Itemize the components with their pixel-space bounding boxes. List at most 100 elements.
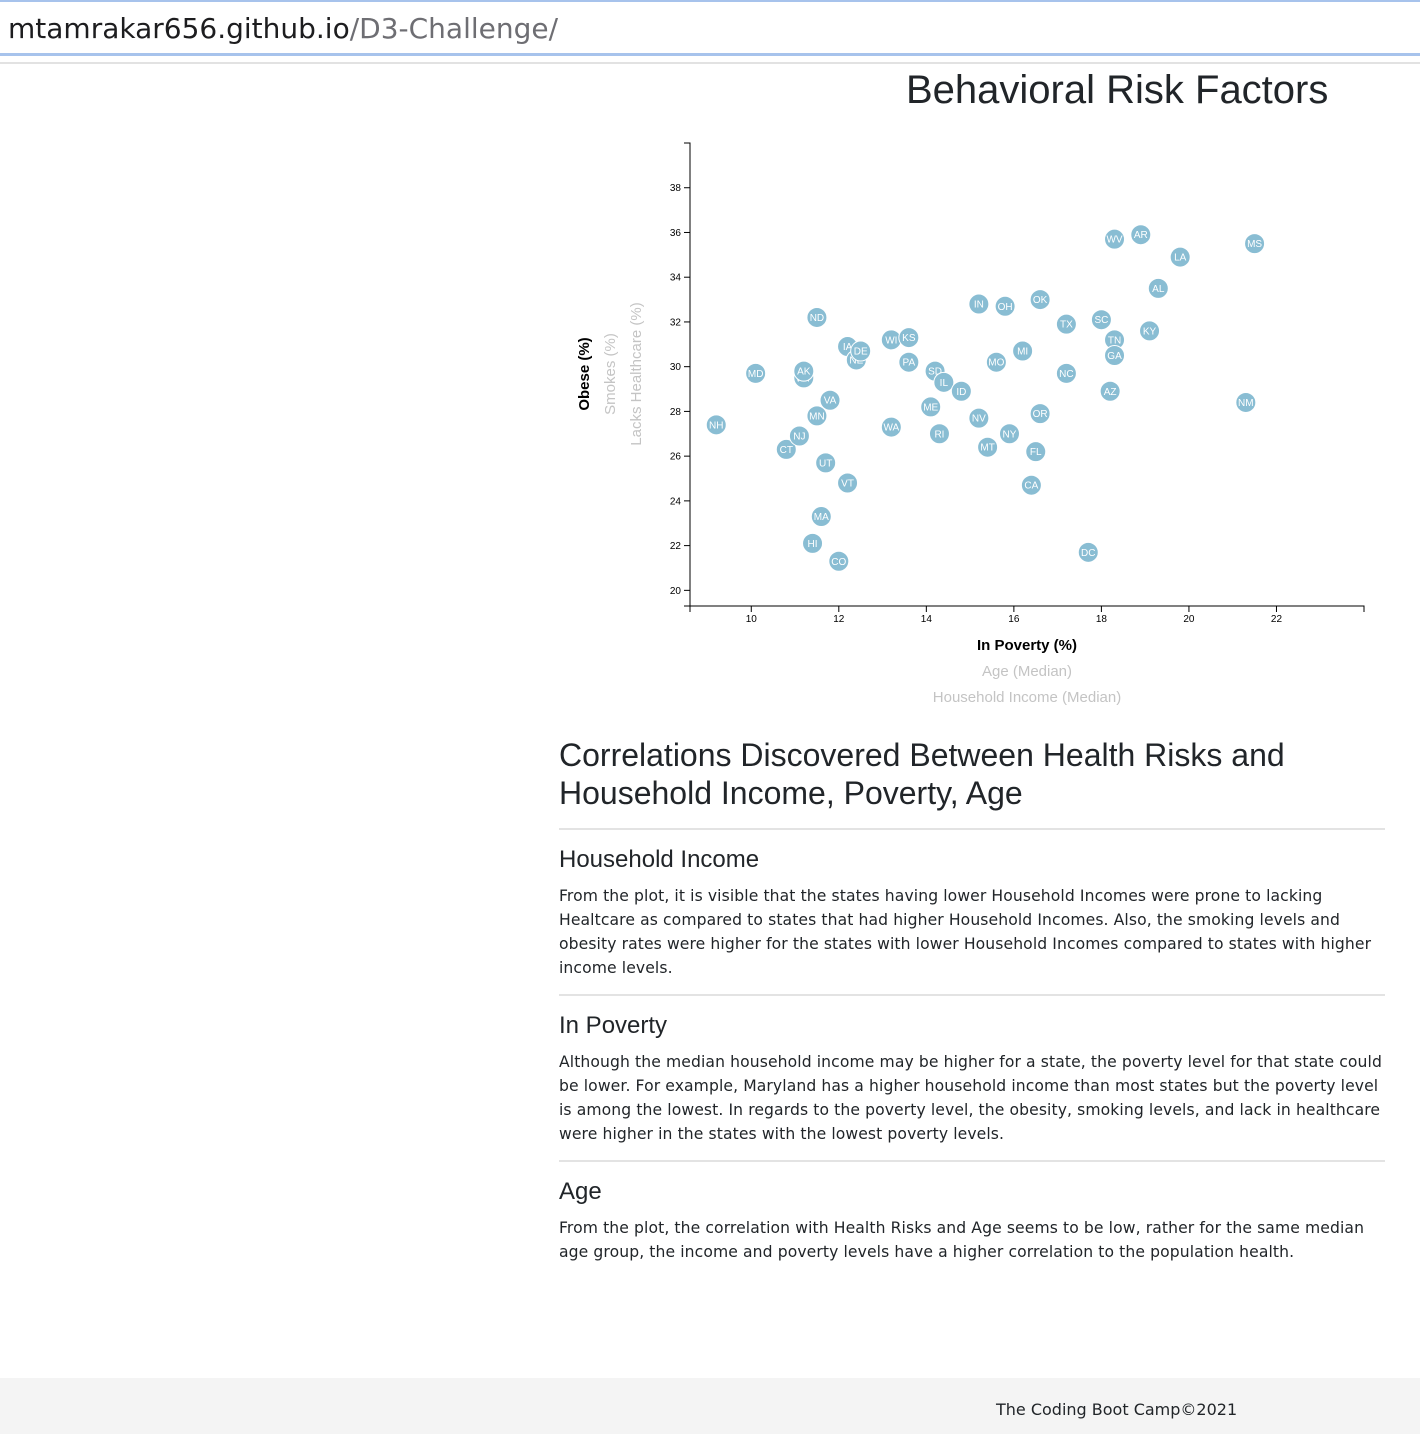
state-point-ak[interactable]: AK	[793, 360, 815, 382]
state-circle[interactable]	[806, 306, 828, 328]
state-point-ut[interactable]: UT	[815, 452, 837, 474]
state-circle[interactable]	[880, 416, 902, 438]
state-circle[interactable]	[898, 351, 920, 373]
state-point-wi[interactable]: WI	[880, 329, 902, 351]
state-circle[interactable]	[1139, 320, 1161, 342]
state-circle[interactable]	[968, 407, 990, 429]
state-point-il[interactable]: IL	[933, 371, 955, 393]
state-circle[interactable]	[933, 371, 955, 393]
state-point-fl[interactable]: FL	[1025, 441, 1047, 463]
state-point-al[interactable]: AL	[1147, 277, 1169, 299]
state-point-ar[interactable]: AR	[1130, 224, 1152, 246]
state-point-tx[interactable]: TX	[1055, 313, 1077, 335]
state-circle[interactable]	[994, 295, 1016, 317]
state-point-dc[interactable]: DC	[1077, 541, 1099, 563]
state-circle[interactable]	[950, 380, 972, 402]
state-circle[interactable]	[1029, 403, 1051, 425]
state-circle[interactable]	[775, 438, 797, 460]
state-point-ca[interactable]: CA	[1020, 474, 1042, 496]
y-axis-label-option[interactable]: Smokes (%)	[602, 333, 619, 415]
state-circle[interactable]	[898, 327, 920, 349]
state-point-ma[interactable]: MA	[810, 506, 832, 528]
state-point-ky[interactable]: KY	[1139, 320, 1161, 342]
state-point-md[interactable]: MD	[745, 362, 767, 384]
state-circle[interactable]	[1029, 289, 1051, 311]
state-circle[interactable]	[928, 423, 950, 445]
url-text[interactable]: mtamrakar656.github.io/D3-Challenge/	[8, 12, 558, 46]
x-axis-label-option[interactable]: In Poverty (%)	[977, 637, 1077, 654]
y-axis-label-option[interactable]: Lacks Healthcare (%)	[628, 302, 645, 445]
state-point-de[interactable]: DE	[850, 340, 872, 362]
state-point-hi[interactable]: HI	[802, 532, 824, 554]
state-circle[interactable]	[1055, 313, 1077, 335]
state-circle[interactable]	[985, 351, 1007, 373]
state-point-me[interactable]: ME	[920, 396, 942, 418]
state-point-az[interactable]: AZ	[1099, 380, 1121, 402]
state-circle[interactable]	[1235, 391, 1257, 413]
state-circle[interactable]	[1020, 474, 1042, 496]
state-point-or[interactable]: OR	[1029, 403, 1051, 425]
state-point-tn[interactable]: TN	[1104, 329, 1126, 351]
state-point-ct[interactable]: CT	[775, 438, 797, 460]
state-point-mi[interactable]: MI	[1012, 340, 1034, 362]
state-circle[interactable]	[977, 436, 999, 458]
state-circle[interactable]	[745, 362, 767, 384]
state-circle[interactable]	[1130, 224, 1152, 246]
state-point-ms[interactable]: MS	[1244, 233, 1266, 255]
state-circle[interactable]	[793, 360, 815, 382]
state-circle[interactable]	[1055, 362, 1077, 384]
state-point-wv[interactable]: WV	[1104, 228, 1126, 250]
state-circle[interactable]	[968, 293, 990, 315]
state-circle[interactable]	[1104, 344, 1126, 366]
state-point-sc[interactable]: SC	[1090, 309, 1112, 331]
state-circle[interactable]	[819, 389, 841, 411]
state-circle[interactable]	[1099, 380, 1121, 402]
state-point-vt[interactable]: VT	[837, 472, 859, 494]
x-axis-label-option[interactable]: Age (Median)	[982, 663, 1072, 680]
state-circle[interactable]	[1090, 309, 1112, 331]
state-circle[interactable]	[802, 532, 824, 554]
state-circle[interactable]	[806, 405, 828, 427]
state-circle[interactable]	[998, 423, 1020, 445]
state-point-la[interactable]: LA	[1169, 246, 1191, 268]
address-bar[interactable]: mtamrakar656.github.io/D3-Challenge/	[0, 0, 1420, 56]
state-point-ga[interactable]: GA	[1104, 344, 1126, 366]
state-point-oh[interactable]: OH	[994, 295, 1016, 317]
state-point-wa[interactable]: WA	[880, 416, 902, 438]
state-point-nd[interactable]: ND	[806, 306, 828, 328]
state-point-co[interactable]: CO	[828, 550, 850, 572]
state-point-ri[interactable]: RI	[928, 423, 950, 445]
state-point-nv[interactable]: NV	[968, 407, 990, 429]
state-point-va[interactable]: VA	[819, 389, 841, 411]
state-circle[interactable]	[1104, 228, 1126, 250]
state-circle[interactable]	[837, 472, 859, 494]
state-point-pa[interactable]: PA	[898, 351, 920, 373]
state-circle[interactable]	[1025, 441, 1047, 463]
state-circle[interactable]	[920, 396, 942, 418]
state-point-ks[interactable]: KS	[898, 327, 920, 349]
state-circle[interactable]	[1012, 340, 1034, 362]
state-point-mn[interactable]: MN	[806, 405, 828, 427]
state-circle[interactable]	[788, 425, 810, 447]
state-point-in[interactable]: IN	[968, 293, 990, 315]
state-point-nm[interactable]: NM	[1235, 391, 1257, 413]
state-point-id[interactable]: ID	[950, 380, 972, 402]
state-circle[interactable]	[810, 506, 832, 528]
state-circle[interactable]	[1244, 233, 1266, 255]
state-circle[interactable]	[1077, 541, 1099, 563]
state-point-nj[interactable]: NJ	[788, 425, 810, 447]
state-circle[interactable]	[815, 452, 837, 474]
state-circle[interactable]	[705, 414, 727, 436]
state-point-ok[interactable]: OK	[1029, 289, 1051, 311]
state-point-nh[interactable]: NH	[705, 414, 727, 436]
state-circle[interactable]	[828, 550, 850, 572]
state-circle[interactable]	[850, 340, 872, 362]
y-axis-label-option[interactable]: Obese (%)	[576, 337, 593, 410]
x-axis-label-option[interactable]: Household Income (Median)	[933, 689, 1121, 706]
state-circle[interactable]	[1147, 277, 1169, 299]
state-point-nc[interactable]: NC	[1055, 362, 1077, 384]
state-circle[interactable]	[1169, 246, 1191, 268]
state-point-ny[interactable]: NY	[998, 423, 1020, 445]
state-point-mo[interactable]: MO	[985, 351, 1007, 373]
state-point-mt[interactable]: MT	[977, 436, 999, 458]
